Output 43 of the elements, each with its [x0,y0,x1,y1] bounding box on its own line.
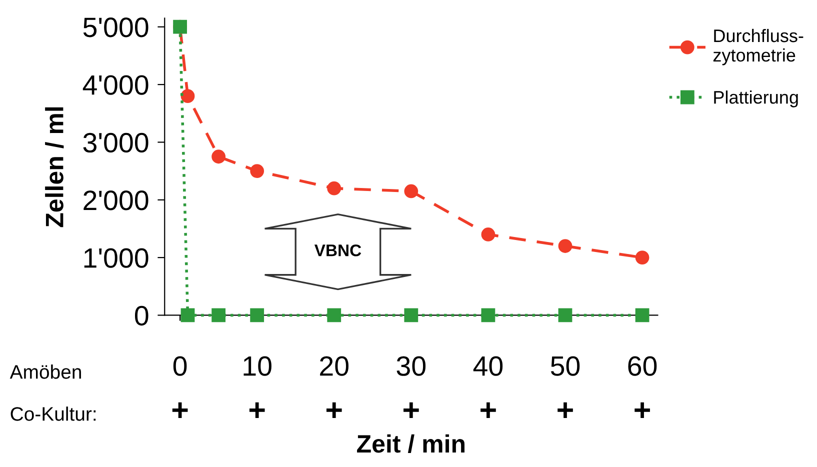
text: + [634,402,650,418]
y-tick-label: 4'000 [82,75,148,95]
point [558,239,572,253]
point [327,181,342,196]
point [481,228,496,242]
x-tick-label: 60 [628,356,657,376]
x-axis-title: Zeit / min [357,434,464,453]
x-tick-label: 50 [550,356,580,376]
text: Amöben [10,364,81,379]
y-tick-label: 1'000 [84,248,148,268]
text: Co-Kultur: [10,406,96,421]
point [327,308,342,322]
y-tick-label: 5'000 [83,18,148,38]
x-tick-label: 0 [173,356,187,376]
x-tick-label: 40 [473,356,503,376]
text: + [480,402,496,418]
legend-label: Durchfluss- zytometrie [713,28,804,66]
text: + [172,402,188,418]
point [635,250,650,264]
point [180,89,195,104]
text: + [558,402,573,418]
x-tick-label: 10 [244,356,272,376]
y-tick-label: 2'000 [84,190,148,210]
text: + [249,402,265,418]
text: + [404,402,419,418]
y-tick-label: 3'000 [83,132,148,153]
y-axis-title: Zellen / ml [45,107,64,228]
point [558,308,572,322]
point [481,308,496,322]
point [404,184,418,198]
point [212,308,226,322]
point [212,150,226,164]
text: + [326,402,342,418]
y-tick-label: 0 [134,306,148,326]
x-tick-label: 30 [396,356,426,376]
point [635,308,650,322]
legend-label: Plattierung [714,90,798,108]
point [404,308,418,322]
annotation: VBNC [314,244,362,256]
point [250,164,264,178]
point [180,308,195,322]
point [250,308,264,322]
x-tick-label: 20 [320,356,348,376]
